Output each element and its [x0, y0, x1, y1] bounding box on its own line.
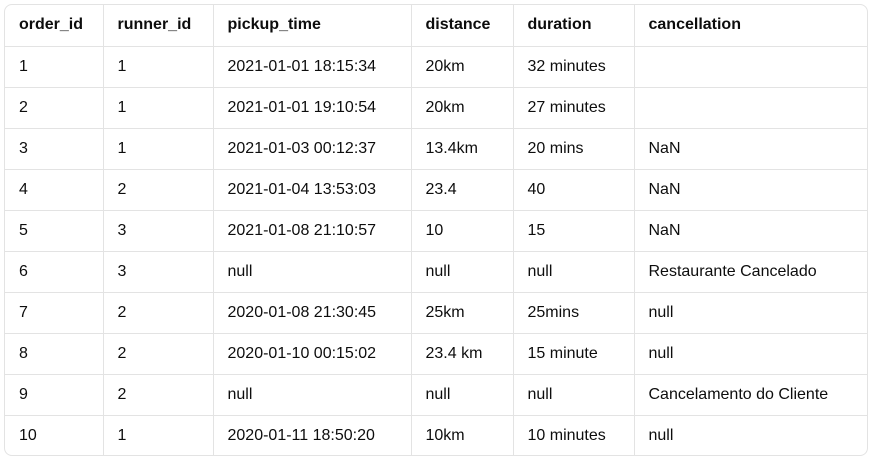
table-row: 2 1 2021-01-01 19:10:54 20km 27 minutes [5, 87, 867, 129]
cell-runner-id: 2 [103, 374, 214, 416]
cell-pickup-time: 2021-01-04 13:53:03 [213, 169, 412, 211]
table-row: 1 1 2021-01-01 18:15:34 20km 32 minutes [5, 46, 867, 88]
cell-cancellation: null [634, 333, 867, 375]
cell-cancellation: NaN [634, 210, 867, 252]
cell-order-id: 9 [5, 374, 104, 416]
cell-pickup-time: 2020-01-08 21:30:45 [213, 292, 412, 334]
cell-pickup-time: 2020-01-10 00:15:02 [213, 333, 412, 375]
cell-runner-id: 2 [103, 292, 214, 334]
column-header-runner-id: runner_id [103, 5, 214, 47]
cell-distance: 23.4 km [411, 333, 514, 375]
table-row: 8 2 2020-01-10 00:15:02 23.4 km 15 minut… [5, 333, 867, 375]
cell-order-id: 6 [5, 251, 104, 293]
cell-pickup-time: 2021-01-01 19:10:54 [213, 87, 412, 129]
cell-runner-id: 2 [103, 333, 214, 375]
cell-distance: 13.4km [411, 128, 514, 170]
cell-duration: 27 minutes [513, 87, 635, 129]
cell-pickup-time: 2021-01-08 21:10:57 [213, 210, 412, 252]
cell-duration: 15 minute [513, 333, 635, 375]
cell-pickup-time: null [213, 374, 412, 416]
cell-order-id: 7 [5, 292, 104, 334]
cell-runner-id: 1 [103, 87, 214, 129]
column-header-duration: duration [513, 5, 635, 47]
cell-order-id: 3 [5, 128, 104, 170]
cell-distance: 10km [411, 415, 514, 455]
cell-cancellation: null [634, 292, 867, 334]
cell-order-id: 4 [5, 169, 104, 211]
cell-cancellation [634, 46, 867, 88]
column-header-distance: distance [411, 5, 514, 47]
header-row: order_id runner_id pickup_time distance … [5, 5, 867, 47]
cell-duration: null [513, 374, 635, 416]
column-header-order-id: order_id [5, 5, 104, 47]
cell-runner-id: 1 [103, 128, 214, 170]
cell-pickup-time: 2020-01-11 18:50:20 [213, 415, 412, 455]
cell-runner-id: 1 [103, 415, 214, 455]
cell-distance: null [411, 251, 514, 293]
cell-pickup-time: 2021-01-01 18:15:34 [213, 46, 412, 88]
table-row: 7 2 2020-01-08 21:30:45 25km 25mins null [5, 292, 867, 334]
cell-distance: 23.4 [411, 169, 514, 211]
cell-cancellation: Cancelamento do Cliente [634, 374, 867, 416]
cell-runner-id: 1 [103, 46, 214, 88]
column-header-pickup-time: pickup_time [213, 5, 412, 47]
cell-distance: 20km [411, 46, 514, 88]
cell-runner-id: 2 [103, 169, 214, 211]
cell-order-id: 2 [5, 87, 104, 129]
cell-pickup-time: 2021-01-03 00:12:37 [213, 128, 412, 170]
table-row: 10 1 2020-01-11 18:50:20 10km 10 minutes… [5, 415, 867, 455]
table-body: 1 1 2021-01-01 18:15:34 20km 32 minutes … [5, 46, 867, 455]
table-row: 3 1 2021-01-03 00:12:37 13.4km 20 mins N… [5, 128, 867, 170]
table-row: 4 2 2021-01-04 13:53:03 23.4 40 NaN [5, 169, 867, 211]
cell-runner-id: 3 [103, 210, 214, 252]
cell-duration: 10 minutes [513, 415, 635, 455]
cell-duration: 20 mins [513, 128, 635, 170]
cell-duration: null [513, 251, 635, 293]
cell-order-id: 8 [5, 333, 104, 375]
cell-distance: 20km [411, 87, 514, 129]
cell-duration: 15 [513, 210, 635, 252]
column-header-cancellation: cancellation [634, 5, 867, 47]
cell-duration: 40 [513, 169, 635, 211]
cell-cancellation: NaN [634, 169, 867, 211]
cell-pickup-time: null [213, 251, 412, 293]
cell-cancellation: Restaurante Cancelado [634, 251, 867, 293]
cell-cancellation: null [648, 426, 674, 444]
cell-order-id: 1 [5, 46, 104, 88]
cell-distance: 10 [411, 210, 514, 252]
table-row: 9 2 null null null Cancelamento do Clien… [5, 374, 867, 416]
table-row: 6 3 null null null Restaurante Cancelado [5, 251, 867, 293]
cell-distance: null [411, 374, 514, 416]
cell-order-id: 10 [5, 415, 104, 455]
table-header: order_id runner_id pickup_time distance … [5, 5, 867, 47]
cell-cancellation: NaN [634, 128, 867, 170]
cell-duration: 25mins [513, 292, 635, 334]
cell-cancellation [634, 87, 867, 129]
cell-distance: 25km [411, 292, 514, 334]
runner-orders-table: order_id runner_id pickup_time distance … [5, 5, 867, 455]
table-row: 5 3 2021-01-08 21:10:57 10 15 NaN [5, 210, 867, 252]
cell-runner-id: 3 [103, 251, 214, 293]
data-table: order_id runner_id pickup_time distance … [4, 4, 868, 456]
cell-duration: 32 minutes [513, 46, 635, 88]
cell-order-id: 5 [5, 210, 104, 252]
